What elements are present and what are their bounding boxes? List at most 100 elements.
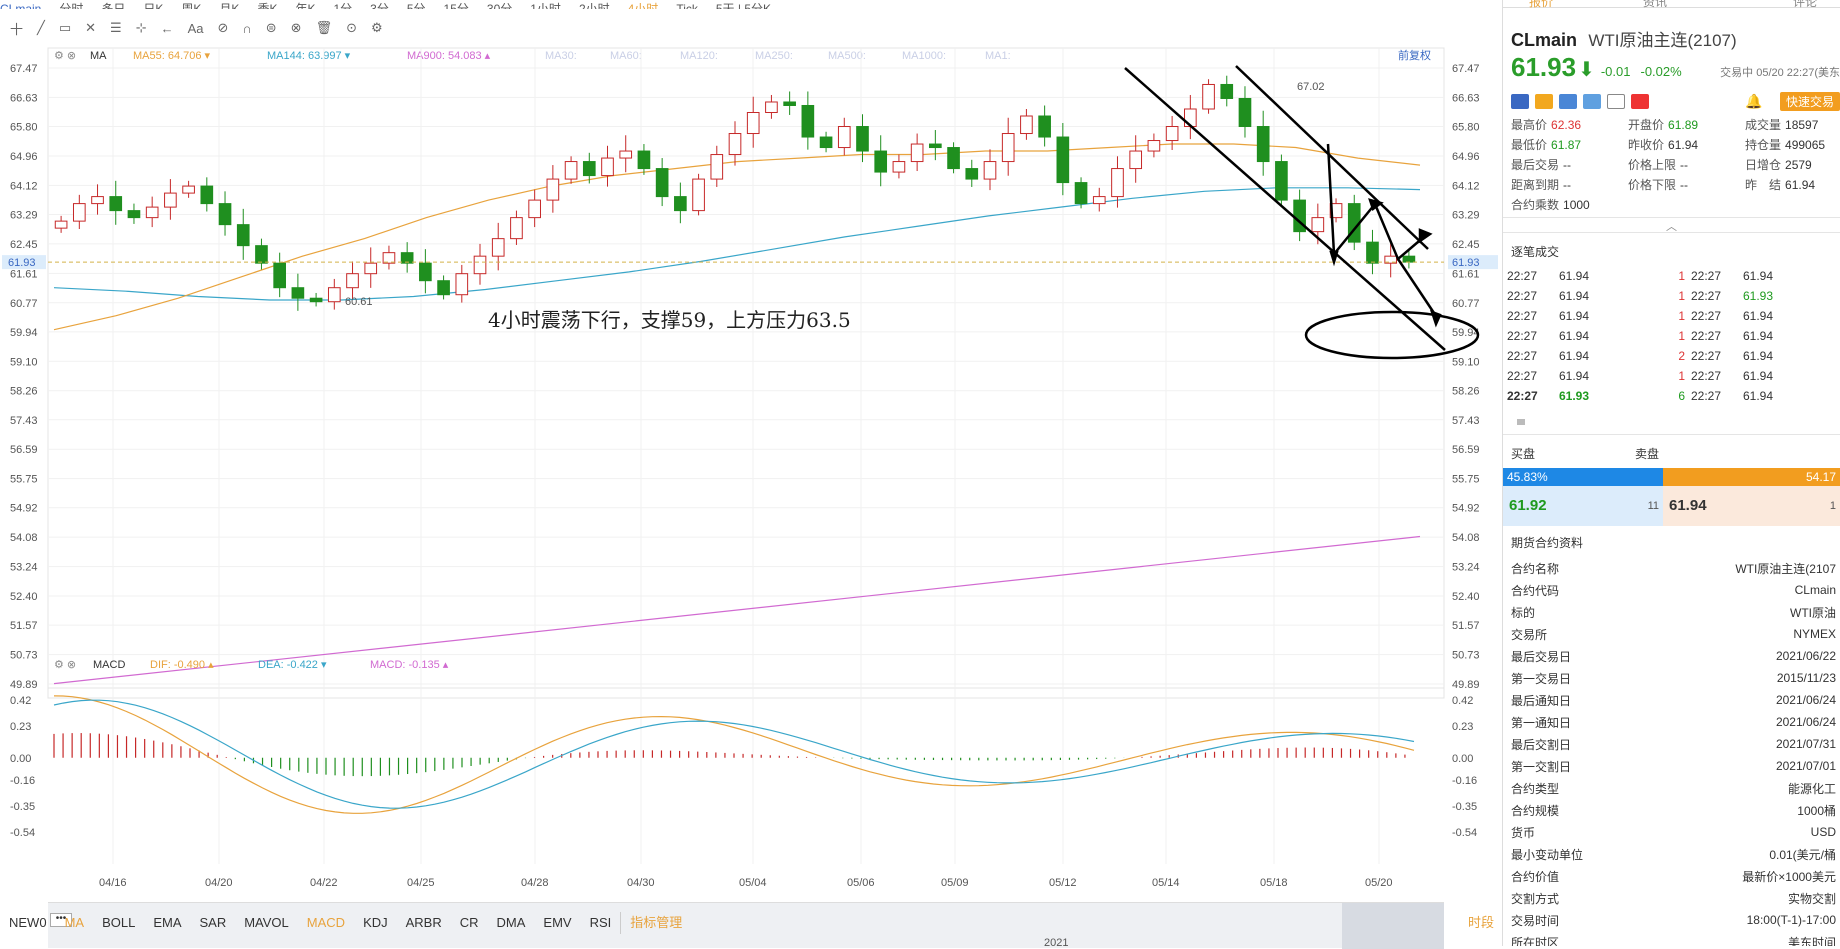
- price-tick-left: 64.12: [10, 180, 38, 192]
- date-tick: 05/14: [1152, 877, 1180, 889]
- contract-key: 第一交割日: [1511, 759, 1572, 774]
- contract-key: 第一通知日: [1511, 715, 1572, 730]
- price-tick-left: 52.40: [10, 591, 38, 603]
- tick-row: 22:27 61.94 1 22:27 61.93: [1503, 286, 1840, 306]
- ma-faded-label: MA30:: [545, 50, 577, 62]
- candle-up: [710, 154, 724, 180]
- draw-tool-icon[interactable]: ⊘: [217, 20, 229, 35]
- candle-up: [164, 192, 177, 208]
- draw-tool-icon[interactable]: ✕: [85, 20, 97, 35]
- indicator-tab[interactable]: MA: [64, 915, 85, 930]
- candle-down: [218, 203, 232, 226]
- macd-tick-right: -0.16: [1452, 775, 1477, 787]
- quote-cell: 昨 结 61.94: [1745, 178, 1816, 192]
- draw-tool-icon[interactable]: ╱: [37, 20, 45, 35]
- contract-row: 合约类型 能源化工: [1511, 777, 1840, 799]
- contract-row: 最后通知日 2021/06/24: [1511, 689, 1840, 711]
- price-tick-right: 65.80: [1452, 122, 1480, 134]
- tab-comments[interactable]: 评论: [1793, 0, 1818, 9]
- candle-down: [1256, 126, 1270, 163]
- price-tick-left: 59.10: [10, 356, 38, 368]
- chart-area[interactable]: ⚙ ⊗ MA MA55: 64.706 ▾ MA144: 63.997 ▾ MA900:…: [0, 44, 1500, 949]
- indicator-tab[interactable]: CR: [459, 915, 479, 930]
- price-change-pct: -0.02%: [1640, 64, 1682, 79]
- tab-news[interactable]: 资讯: [1643, 0, 1668, 9]
- indicator-tab[interactable]: BOLL: [102, 915, 136, 930]
- draw-tool-icon[interactable]: ▭: [58, 20, 72, 35]
- macd-tick-right: -0.35: [1452, 801, 1477, 813]
- current-price-tag-left: [2, 255, 46, 270]
- contract-value: WTI原油: [1790, 605, 1836, 620]
- candle-up: [364, 262, 378, 275]
- indicator-tab[interactable]: EMV: [543, 915, 572, 930]
- indicator-tab[interactable]: KDJ: [363, 915, 388, 930]
- heart-icon[interactable]: [1631, 93, 1649, 109]
- adjust-toggle[interactable]: 前复权: [1398, 48, 1431, 62]
- price-chart[interactable]: ⚙ ⊗ MA MA55: 64.706 ▾ MA144: 63.997 ▾ MA900:…: [0, 44, 1500, 904]
- tab-quote[interactable]: 报价: [1529, 0, 1554, 9]
- draw-tool-icon[interactable]: ⚙: [371, 20, 383, 35]
- ma55-line: [53, 143, 1421, 331]
- price-tick-right: 51.57: [1452, 620, 1480, 632]
- draw-tool-icon[interactable]: ☰: [110, 20, 122, 35]
- indicator-tab[interactable]: NEW0: [9, 915, 47, 930]
- collapse-icon[interactable]: ︿: [1666, 221, 1677, 233]
- candle-down: [109, 196, 123, 212]
- tick-cell: 22:27: [1691, 269, 1722, 283]
- macd-label: MACD: [93, 659, 125, 671]
- scroll-handle[interactable]: [1517, 419, 1525, 425]
- user-drawing[interactable]: [1124, 65, 1480, 360]
- session-toggle[interactable]: 时段: [1467, 915, 1494, 930]
- bell-icon[interactable]: 🔔: [1745, 93, 1763, 109]
- indicator-tab[interactable]: ARBR: [405, 915, 442, 930]
- price-tick-right: 61.61: [1452, 268, 1480, 280]
- ma900-value: MA900: 54.083 ▴: [407, 50, 491, 62]
- indicator-tab[interactable]: DMA: [496, 915, 526, 930]
- tick-cell: 22:27: [1691, 349, 1722, 363]
- candle-up: [564, 161, 578, 180]
- time-scroller[interactable]: ••• 2021: [48, 902, 1444, 949]
- contract-key: 合约代码: [1511, 583, 1560, 598]
- indicator-tab[interactable]: MAVOL: [244, 915, 289, 930]
- tick-row: 22:27 61.93 6 22:27 61.94: [1503, 386, 1840, 406]
- scroller-window[interactable]: [1342, 903, 1444, 949]
- candle-down: [400, 252, 414, 264]
- candle-down: [1366, 241, 1379, 264]
- contract-value: 0.01(美元/桶: [1769, 847, 1836, 862]
- indicator-tab[interactable]: EMA: [153, 915, 182, 930]
- draw-tool-icon[interactable]: ⊙: [346, 20, 357, 35]
- candle-up: [1165, 126, 1179, 142]
- quote-cell: 价格上限 --: [1628, 158, 1689, 172]
- draw-tool-icon[interactable]: ⊹: [135, 20, 147, 35]
- draw-tool-icon[interactable]: 十: [10, 21, 24, 37]
- price-tick-right: 67.47: [1452, 63, 1480, 75]
- contract-key: 标的: [1511, 605, 1536, 620]
- quick-trade-button[interactable]: 快速交易: [1779, 91, 1840, 111]
- contract-value: 实物交割: [1787, 891, 1836, 906]
- price-tick-left: 54.92: [10, 503, 38, 515]
- symbol-code: CLmain: [1511, 30, 1578, 50]
- price-tick-left: 62.45: [10, 239, 38, 251]
- indicator-manager-button[interactable]: 指标管理: [620, 912, 691, 934]
- candle-up: [145, 206, 159, 219]
- draw-tool-icon[interactable]: ⊜: [265, 20, 277, 35]
- draw-tool-icon[interactable]: ←: [160, 20, 174, 36]
- draw-tool-icon[interactable]: ⊗: [290, 20, 302, 35]
- candle-up: [546, 178, 560, 201]
- contract-value: WTI原油主连(2107: [1735, 561, 1836, 576]
- dif-value: DIF: -0.490 ▴: [150, 659, 214, 671]
- candle-down: [1220, 83, 1234, 99]
- indicator-tab[interactable]: MACD: [306, 915, 346, 930]
- draw-tool-icon[interactable]: ∩: [242, 20, 252, 36]
- ma-faded-label: MA60:: [610, 50, 642, 62]
- indicator-tab[interactable]: SAR: [199, 915, 227, 930]
- price-frame: [47, 47, 1445, 699]
- draw-tool-icon[interactable]: 🗑: [315, 20, 333, 35]
- scroller-more-button[interactable]: •••: [50, 913, 72, 927]
- draw-tool-icon[interactable]: Aa: [187, 20, 204, 36]
- ma-faded-label: MA250:: [755, 50, 793, 62]
- candle-down: [801, 104, 815, 138]
- indicator-tab[interactable]: RSI: [589, 915, 612, 930]
- tick-cell: 61.94: [1743, 389, 1774, 403]
- candle-down: [236, 224, 250, 247]
